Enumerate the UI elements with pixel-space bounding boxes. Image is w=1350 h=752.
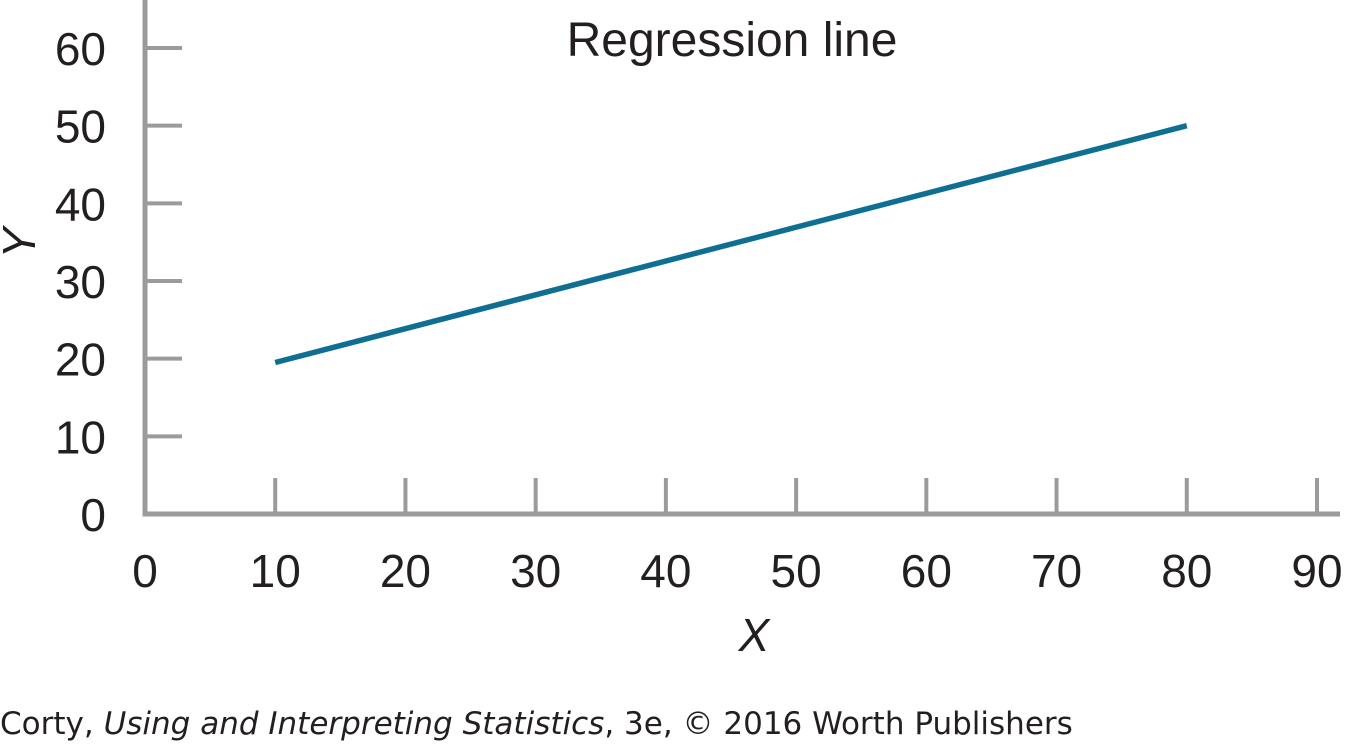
- y-tick-label-40: 40: [55, 178, 106, 230]
- axes: [142, 0, 1340, 517]
- credit-author: Corty,: [0, 706, 104, 742]
- x-tick-label-40: 40: [640, 545, 691, 597]
- y-tick-label-10: 10: [55, 411, 106, 463]
- credit-book-title: Using and Interpreting Statistics: [103, 706, 605, 742]
- y-tick-label-60: 60: [55, 23, 106, 75]
- y-axis-title: Y: [0, 224, 45, 258]
- y-tick-label-20: 20: [55, 334, 106, 386]
- x-tick-label-70: 70: [1031, 545, 1082, 597]
- x-tick-label-90: 90: [1291, 545, 1342, 597]
- axis-ticks: [145, 46, 1319, 514]
- x-tick-label-60: 60: [901, 545, 952, 597]
- x-tick-label-0: 0: [132, 545, 158, 597]
- chart-title: Regression line: [567, 14, 898, 67]
- x-tick-label-20: 20: [380, 545, 431, 597]
- x-tick-label-50: 50: [771, 545, 822, 597]
- x-tick-label-10: 10: [250, 545, 301, 597]
- credit-rest: , 3e, © 2016 Worth Publishers: [604, 706, 1073, 742]
- credit-line: Corty, Using and Interpreting Statistics…: [0, 706, 1073, 742]
- tick-labels: 0 10 20 30 40 50 60 70 80 90 0 10 20 30 40 50 60: [55, 23, 1343, 597]
- regression-chart: 0 10 20 30 40 50 60 70 80 90 0 10 20 30 40 50 60 Regress…: [0, 0, 1343, 661]
- series-layer: [274, 123, 1188, 366]
- x-tick-label-30: 30: [510, 545, 561, 597]
- x-axis-title: X: [738, 609, 772, 661]
- y-tick-label-30: 30: [55, 256, 106, 308]
- x-tick-label-80: 80: [1161, 545, 1212, 597]
- y-tick-label-50: 50: [55, 101, 106, 153]
- y-tick-label-0: 0: [80, 489, 106, 541]
- regression-line-series-0: [274, 123, 1188, 366]
